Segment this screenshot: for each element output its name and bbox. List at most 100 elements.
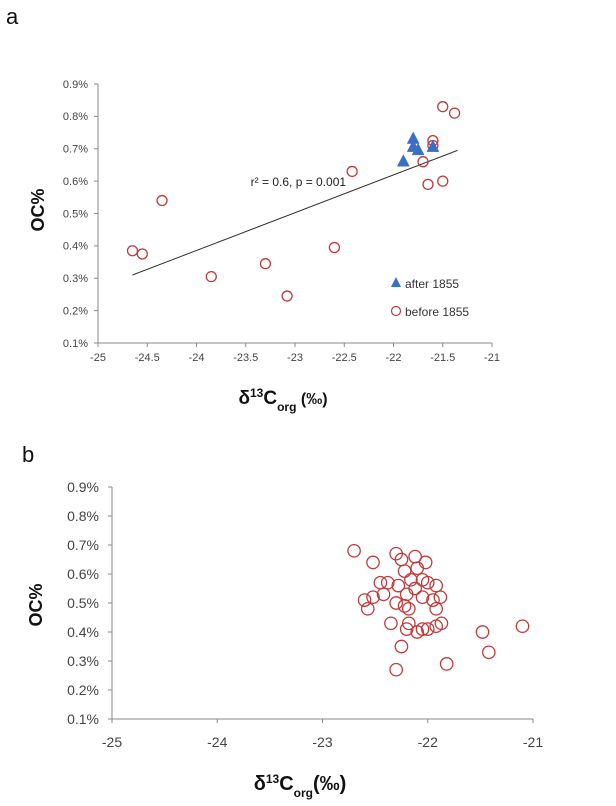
- data-point-circle: [475, 625, 490, 639]
- y-tick-label: 0.7%: [67, 537, 99, 553]
- x-tick-label: -21: [484, 352, 500, 364]
- x-tick-label: -23.5: [233, 352, 258, 364]
- y-tick-label: 0.3%: [67, 653, 99, 669]
- data-point-circle: [429, 601, 444, 616]
- data-point-circle: [417, 156, 429, 168]
- x-tick-label: -22.5: [332, 352, 357, 364]
- data-point-circle: [418, 555, 433, 570]
- x-tick-label: -24.5: [135, 352, 160, 364]
- data-point-circle: [373, 575, 388, 590]
- x-axis-title-delta: δ: [254, 773, 266, 795]
- y-tick-label: 0.3%: [63, 273, 88, 285]
- chart-panel-b: b OC% 0.1%0.2%0.3%0.4%0.5%0.6%0.7%0.8%0.…: [22, 442, 543, 800]
- legend-circle-marker: [390, 305, 402, 317]
- data-point-circle: [366, 555, 380, 570]
- data-point-circle: [437, 175, 449, 187]
- y-tick-label: 0.9%: [67, 479, 99, 495]
- data-point-circle: [205, 270, 217, 283]
- x-axis-title-delta: δ: [238, 388, 250, 409]
- data-point-circle: [426, 593, 440, 607]
- x-axis-title-subscript: org: [277, 400, 296, 414]
- x-tick-label: -24: [189, 352, 205, 364]
- data-point-triangle: [426, 139, 440, 152]
- data-point-circle: [420, 575, 435, 590]
- y-tick-label: 0.9%: [63, 79, 88, 91]
- data-point-circle: [281, 290, 293, 302]
- panel-b-tick-labels: 0.1% 0.2% 0.3% 0.4% 0.5% 0.6% 0.7% 0.8% 0.9% -25 -…: [67, 479, 543, 750]
- data-point-circle: [136, 248, 148, 260]
- data-point-circle: [389, 596, 404, 610]
- panel-b-y-axis-title: OC%: [26, 583, 46, 626]
- data-point-circle: [376, 587, 391, 602]
- x-axis-title-unit: (‰): [313, 773, 346, 795]
- data-point-circle: [415, 622, 430, 636]
- data-point-circle: [481, 645, 496, 660]
- data-point-circle: [384, 616, 398, 631]
- y-tick-label: 0.1%: [63, 338, 88, 350]
- legend-label-before-1855: before 1855: [405, 305, 469, 319]
- x-axis-title-unit: (‰): [296, 391, 327, 408]
- x-tick-label: -22: [386, 352, 402, 364]
- data-point-circle: [399, 587, 414, 602]
- y-tick-label: 0.6%: [63, 176, 88, 188]
- x-tick-label: -21: [523, 734, 543, 750]
- x-axis-title-superscript: 13: [266, 772, 280, 786]
- data-point-circle: [156, 194, 168, 207]
- panel-b-label: b: [22, 442, 34, 467]
- data-point-circle: [328, 241, 341, 254]
- data-point-circle: [401, 601, 416, 616]
- data-point-circle: [448, 107, 461, 119]
- y-tick-label: 0.6%: [67, 566, 99, 582]
- y-tick-label: 0.4%: [63, 241, 88, 253]
- y-tick-label: 0.5%: [67, 595, 99, 611]
- panel-b-axes: [108, 486, 534, 723]
- y-tick-label: 0.7%: [63, 144, 88, 156]
- data-point-circle: [394, 639, 409, 654]
- panel-a-data-points: [126, 101, 461, 302]
- x-tick-label: -23: [312, 734, 332, 750]
- legend-label-after-1855: after 1855: [405, 277, 459, 291]
- data-point-circle: [515, 619, 530, 634]
- x-tick-label: -25: [90, 352, 106, 364]
- y-tick-label: 0.2%: [63, 305, 88, 317]
- data-point-circle: [401, 616, 416, 631]
- panel-a-y-axis-title: OC%: [28, 188, 48, 231]
- data-point-triangle: [396, 154, 410, 167]
- y-tick-label: 0.5%: [63, 208, 88, 220]
- data-point-circle: [397, 599, 412, 613]
- panel-a-legend: after 1855 before 1855: [390, 277, 469, 319]
- data-point-circle: [347, 543, 361, 558]
- panel-a-label: a: [6, 4, 19, 29]
- data-point-circle: [404, 572, 418, 587]
- x-tick-label: -21.5: [430, 352, 455, 364]
- data-point-circle: [415, 590, 430, 605]
- data-point-circle: [397, 564, 412, 578]
- data-point-circle: [437, 101, 449, 113]
- data-point-circle: [410, 561, 425, 576]
- y-tick-label: 0.8%: [67, 508, 99, 524]
- x-axis-title-superscript: 13: [250, 386, 264, 400]
- x-tick-label: -23: [287, 352, 303, 364]
- data-point-circle: [439, 657, 454, 671]
- x-axis-title-base: C: [263, 388, 277, 409]
- data-point-circle: [434, 616, 449, 631]
- x-axis-title-base: C: [279, 773, 293, 795]
- panel-b-x-axis-title: δ13Corg(‰): [254, 772, 347, 800]
- data-point-circle: [429, 578, 444, 593]
- panel-a-tick-labels: 0.1% 0.2% 0.3% 0.4% 0.5% 0.6% 0.7% 0.8% 0.9% -25 -…: [63, 79, 500, 364]
- data-point-circle: [360, 601, 375, 616]
- data-point-circle: [420, 622, 435, 636]
- x-axis-title-subscript: org: [294, 786, 313, 800]
- chart-panel-a: a OC% 0.1%0.2%0.3%0.4%0.5%0.6%0.7%0.8%0.…: [6, 4, 500, 414]
- data-point-circle: [346, 165, 358, 178]
- data-point-circle: [391, 578, 406, 593]
- data-point-circle: [422, 178, 434, 191]
- x-tick-label: -25: [102, 734, 122, 750]
- data-point-circle: [389, 662, 404, 677]
- data-point-circle: [259, 258, 272, 270]
- y-tick-label: 0.2%: [67, 682, 99, 698]
- data-point-triangle: [411, 142, 425, 156]
- y-tick-label: 0.4%: [67, 624, 99, 640]
- data-point-circle: [399, 622, 414, 636]
